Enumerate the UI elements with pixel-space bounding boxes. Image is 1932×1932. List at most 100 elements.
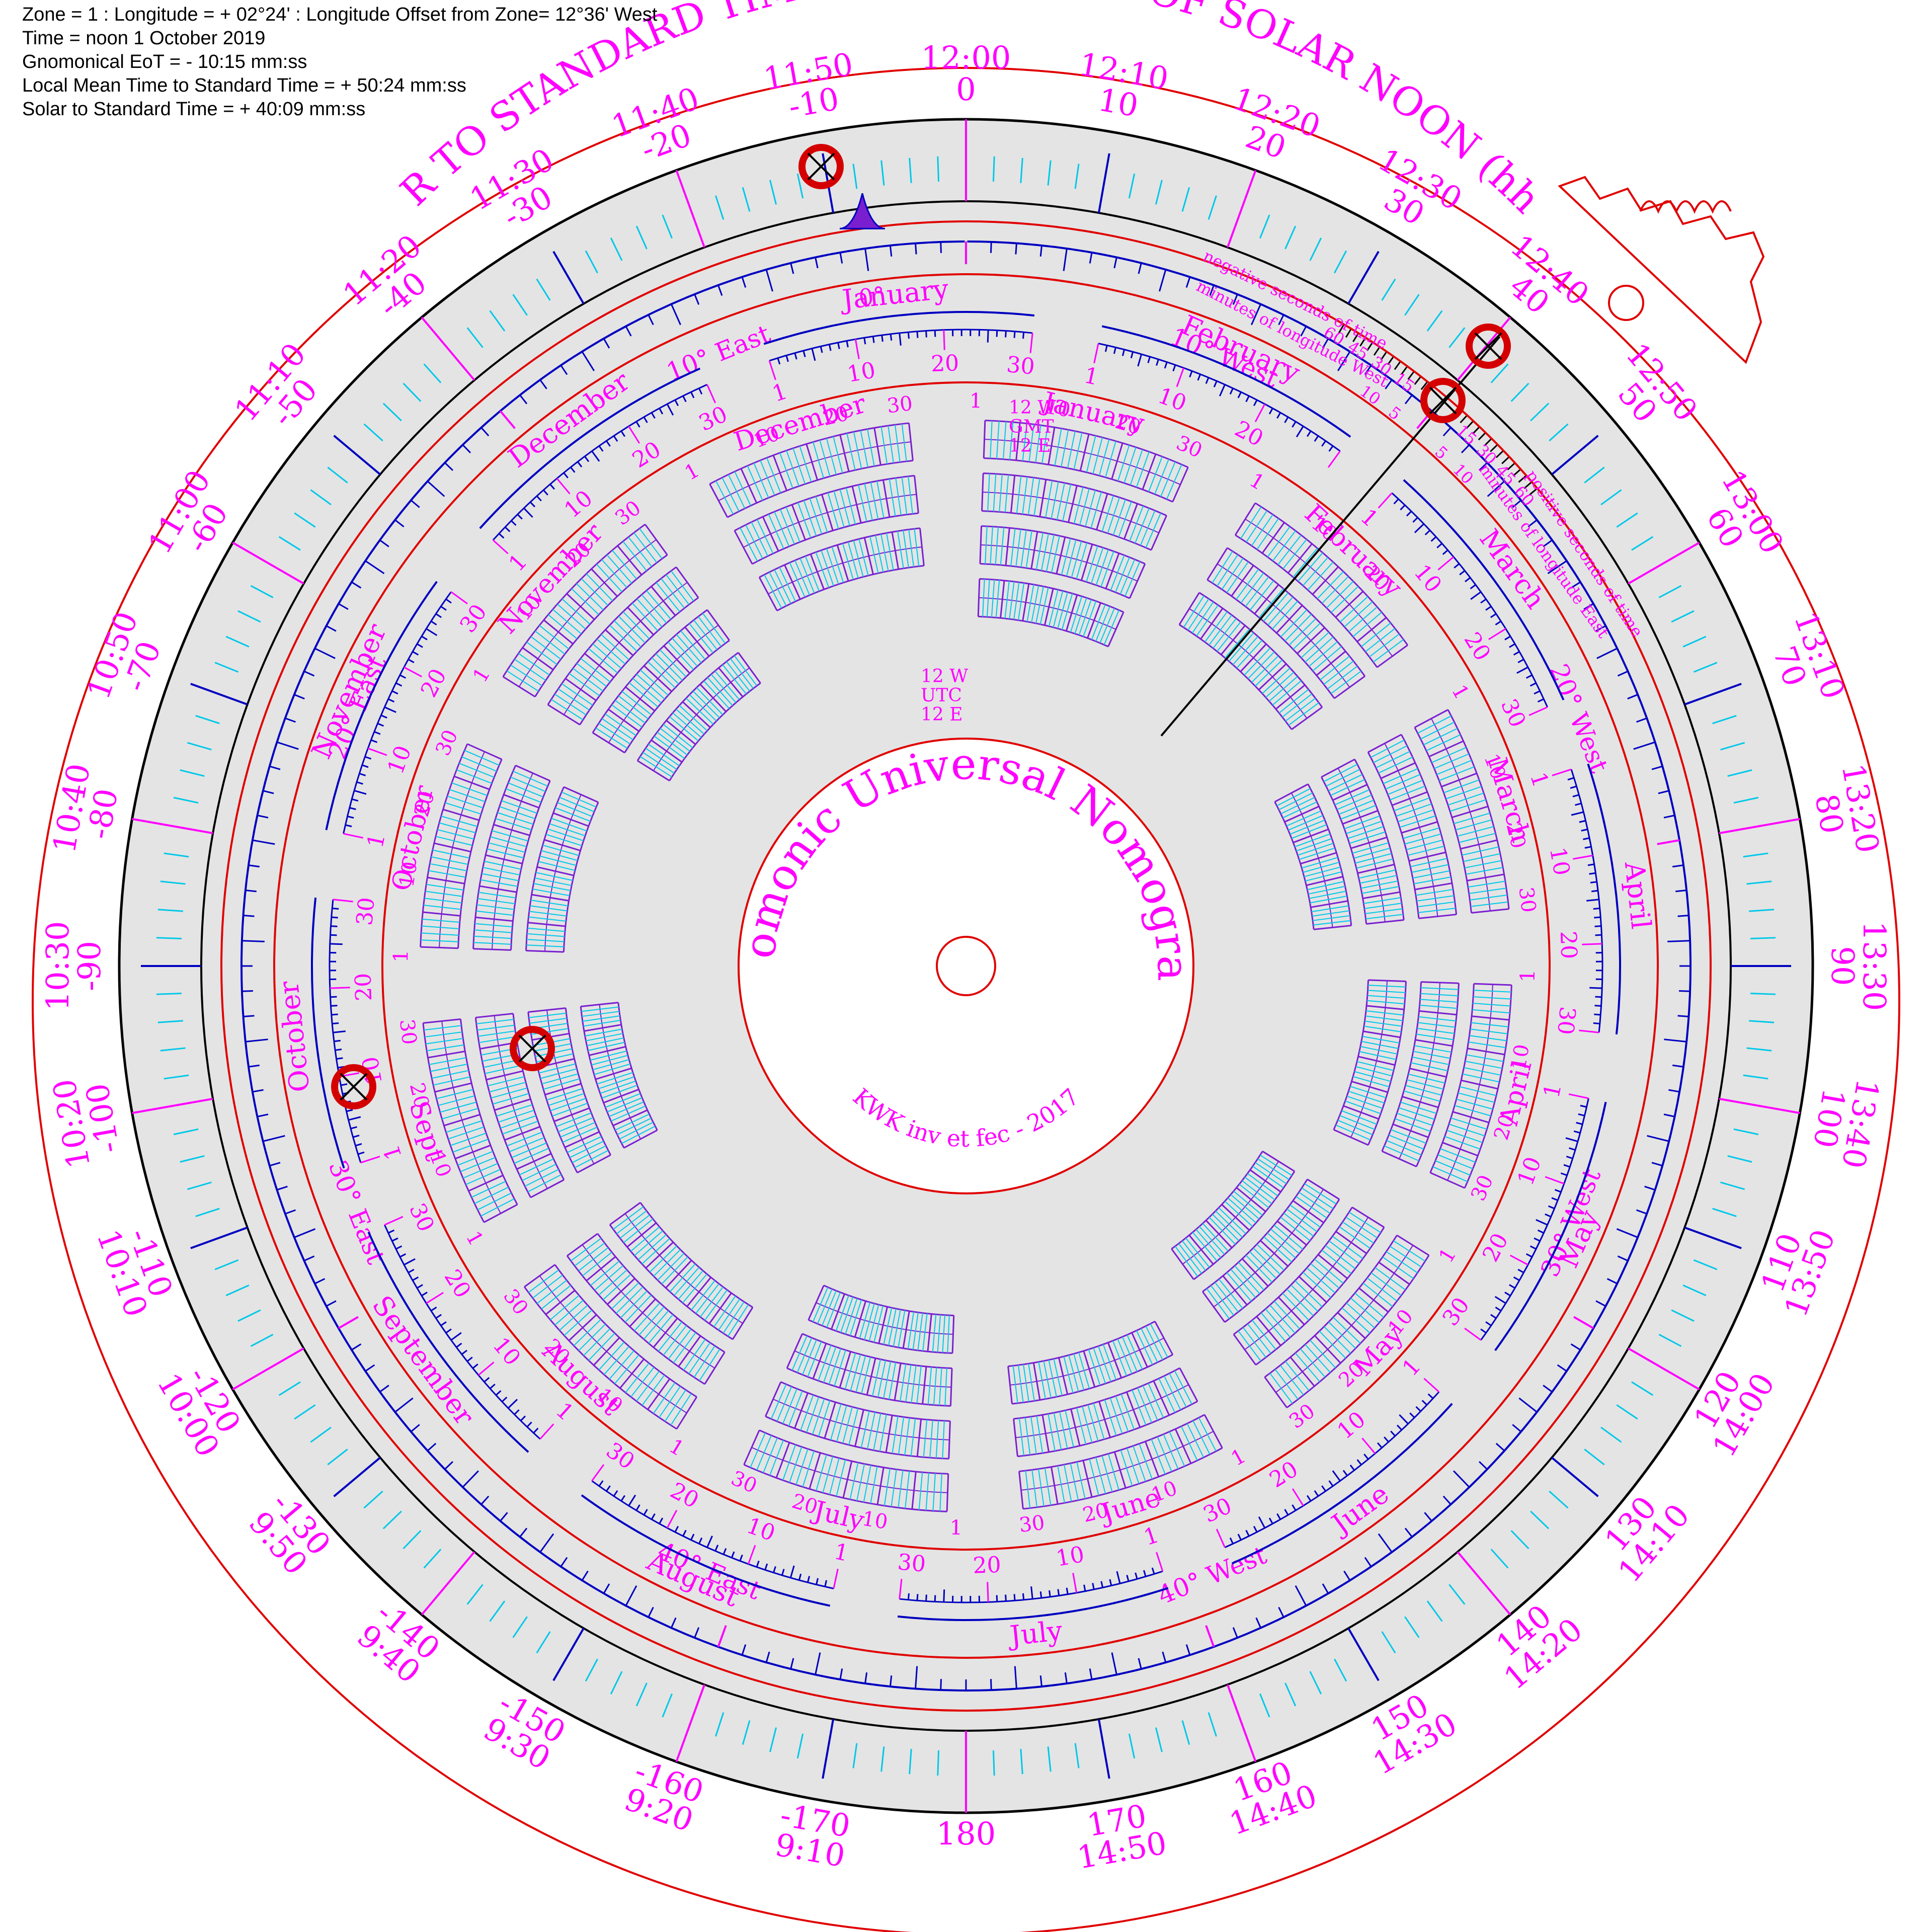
band-grid-line — [1065, 594, 1078, 631]
half-minute-tick — [1097, 153, 1110, 213]
band-grid-line — [918, 1472, 923, 1510]
band-grid-line — [1293, 828, 1329, 844]
band-grid-line — [1163, 1434, 1179, 1470]
band-grid-line — [661, 1256, 688, 1284]
band-grid-line — [1117, 445, 1130, 481]
minute-tick — [294, 512, 316, 528]
band-grid-line — [1303, 1271, 1331, 1298]
band-grid-line — [663, 645, 691, 674]
band-grid-line — [1346, 1095, 1383, 1109]
longitude-tick — [1512, 1424, 1522, 1432]
day-tick — [384, 1216, 404, 1226]
band-grid-line — [1388, 1135, 1424, 1150]
band-grid-line — [601, 559, 627, 588]
day-tick — [1586, 899, 1599, 902]
band-grid-line — [791, 504, 807, 540]
band-grid-line — [824, 1402, 836, 1439]
band-grid-line — [663, 723, 693, 749]
band-grid-line — [726, 661, 750, 692]
band-grid-line — [779, 509, 795, 545]
band-grid-line — [1136, 451, 1150, 488]
half-minute-tick — [1684, 683, 1742, 706]
day-tick — [1459, 570, 1466, 576]
minute-tick — [327, 1448, 348, 1466]
band-grid-line — [1286, 1209, 1318, 1233]
band-grid-line — [492, 1093, 529, 1105]
day-tick — [1587, 863, 1594, 866]
day-tick — [351, 798, 359, 802]
longitude-tick — [1442, 1495, 1452, 1505]
minute-tick — [214, 662, 239, 673]
band-grid-line — [607, 1277, 635, 1305]
band-grid-line — [1251, 655, 1279, 683]
minute-tick — [1743, 1074, 1768, 1080]
cursor-tab-teeth — [1639, 200, 1732, 214]
band-grid-line — [1361, 886, 1399, 894]
band-grid-line — [567, 1136, 602, 1153]
band-grid-line — [492, 830, 529, 842]
band-grid-line — [545, 834, 582, 846]
band-grid-line — [630, 1226, 660, 1252]
band-grid-line — [1295, 1280, 1323, 1308]
band-grid-line — [1179, 1367, 1198, 1402]
day-tick — [354, 789, 367, 795]
band-grid-line — [516, 1153, 552, 1170]
band-grid-line — [637, 1234, 667, 1260]
longitude-tick — [1543, 539, 1553, 547]
band-grid-line — [1291, 824, 1327, 839]
band-grid-line — [867, 1412, 876, 1450]
band-grid-line — [935, 1420, 939, 1459]
day-tick — [1551, 1197, 1558, 1201]
band-grid-line — [1053, 591, 1064, 628]
band-grid-line — [895, 425, 901, 462]
minute-tick — [1448, 1584, 1466, 1605]
day-tick — [1573, 854, 1593, 860]
band-grid-line — [826, 548, 839, 585]
longitude-tick — [1255, 1617, 1262, 1629]
band-grid-line — [1362, 1282, 1393, 1307]
band-grid-line — [552, 1102, 588, 1117]
band-grid-line — [1333, 1317, 1361, 1344]
longitude-tick — [648, 314, 654, 326]
band-grid-line — [1019, 1418, 1024, 1456]
band-grid-line — [1192, 1420, 1211, 1455]
band-grid-line — [1432, 1166, 1468, 1182]
band-grid-line — [1302, 557, 1329, 586]
band-grid-line — [606, 554, 632, 584]
day-tick — [356, 781, 363, 785]
band-grid-line — [1013, 1418, 1018, 1457]
band-grid-line — [498, 1109, 534, 1123]
day-tick — [1135, 1572, 1138, 1579]
minute-tick — [1404, 294, 1420, 316]
day-tick — [1143, 1570, 1147, 1577]
band-grid-line — [1365, 914, 1404, 920]
band-grid-line — [827, 492, 839, 529]
band-grid-line — [1396, 1234, 1429, 1256]
band-grid-line — [1231, 565, 1254, 597]
band-grid-line — [1444, 1136, 1481, 1150]
longitude-tick — [394, 1397, 414, 1413]
zone-legend-inner-line: 12 E — [921, 704, 963, 725]
band-grid-line — [747, 465, 763, 501]
band-grid-line — [596, 638, 626, 665]
band-grid-line — [588, 648, 618, 674]
band-grid-line — [636, 674, 665, 700]
day-tick — [1464, 1327, 1482, 1341]
band-grid-line — [431, 856, 468, 865]
day-tick — [781, 1569, 785, 1576]
scale-minutes-label: -80 — [80, 786, 125, 842]
band-grid-line — [1352, 612, 1382, 637]
band-grid-line — [1095, 606, 1110, 642]
band-grid-line — [1240, 643, 1267, 672]
longitude-tick — [245, 889, 257, 893]
day-tick — [1594, 925, 1601, 927]
longitude-tick — [1570, 1343, 1581, 1351]
half-minute-tick — [333, 1457, 381, 1497]
band-grid-line — [553, 812, 589, 827]
day-tick — [1332, 1470, 1341, 1482]
day-tick — [1495, 1306, 1502, 1312]
band-grid-line — [688, 1342, 711, 1375]
band-grid-line — [585, 1028, 622, 1036]
half-minute-tick — [190, 1226, 248, 1249]
band-grid-line — [637, 760, 670, 781]
